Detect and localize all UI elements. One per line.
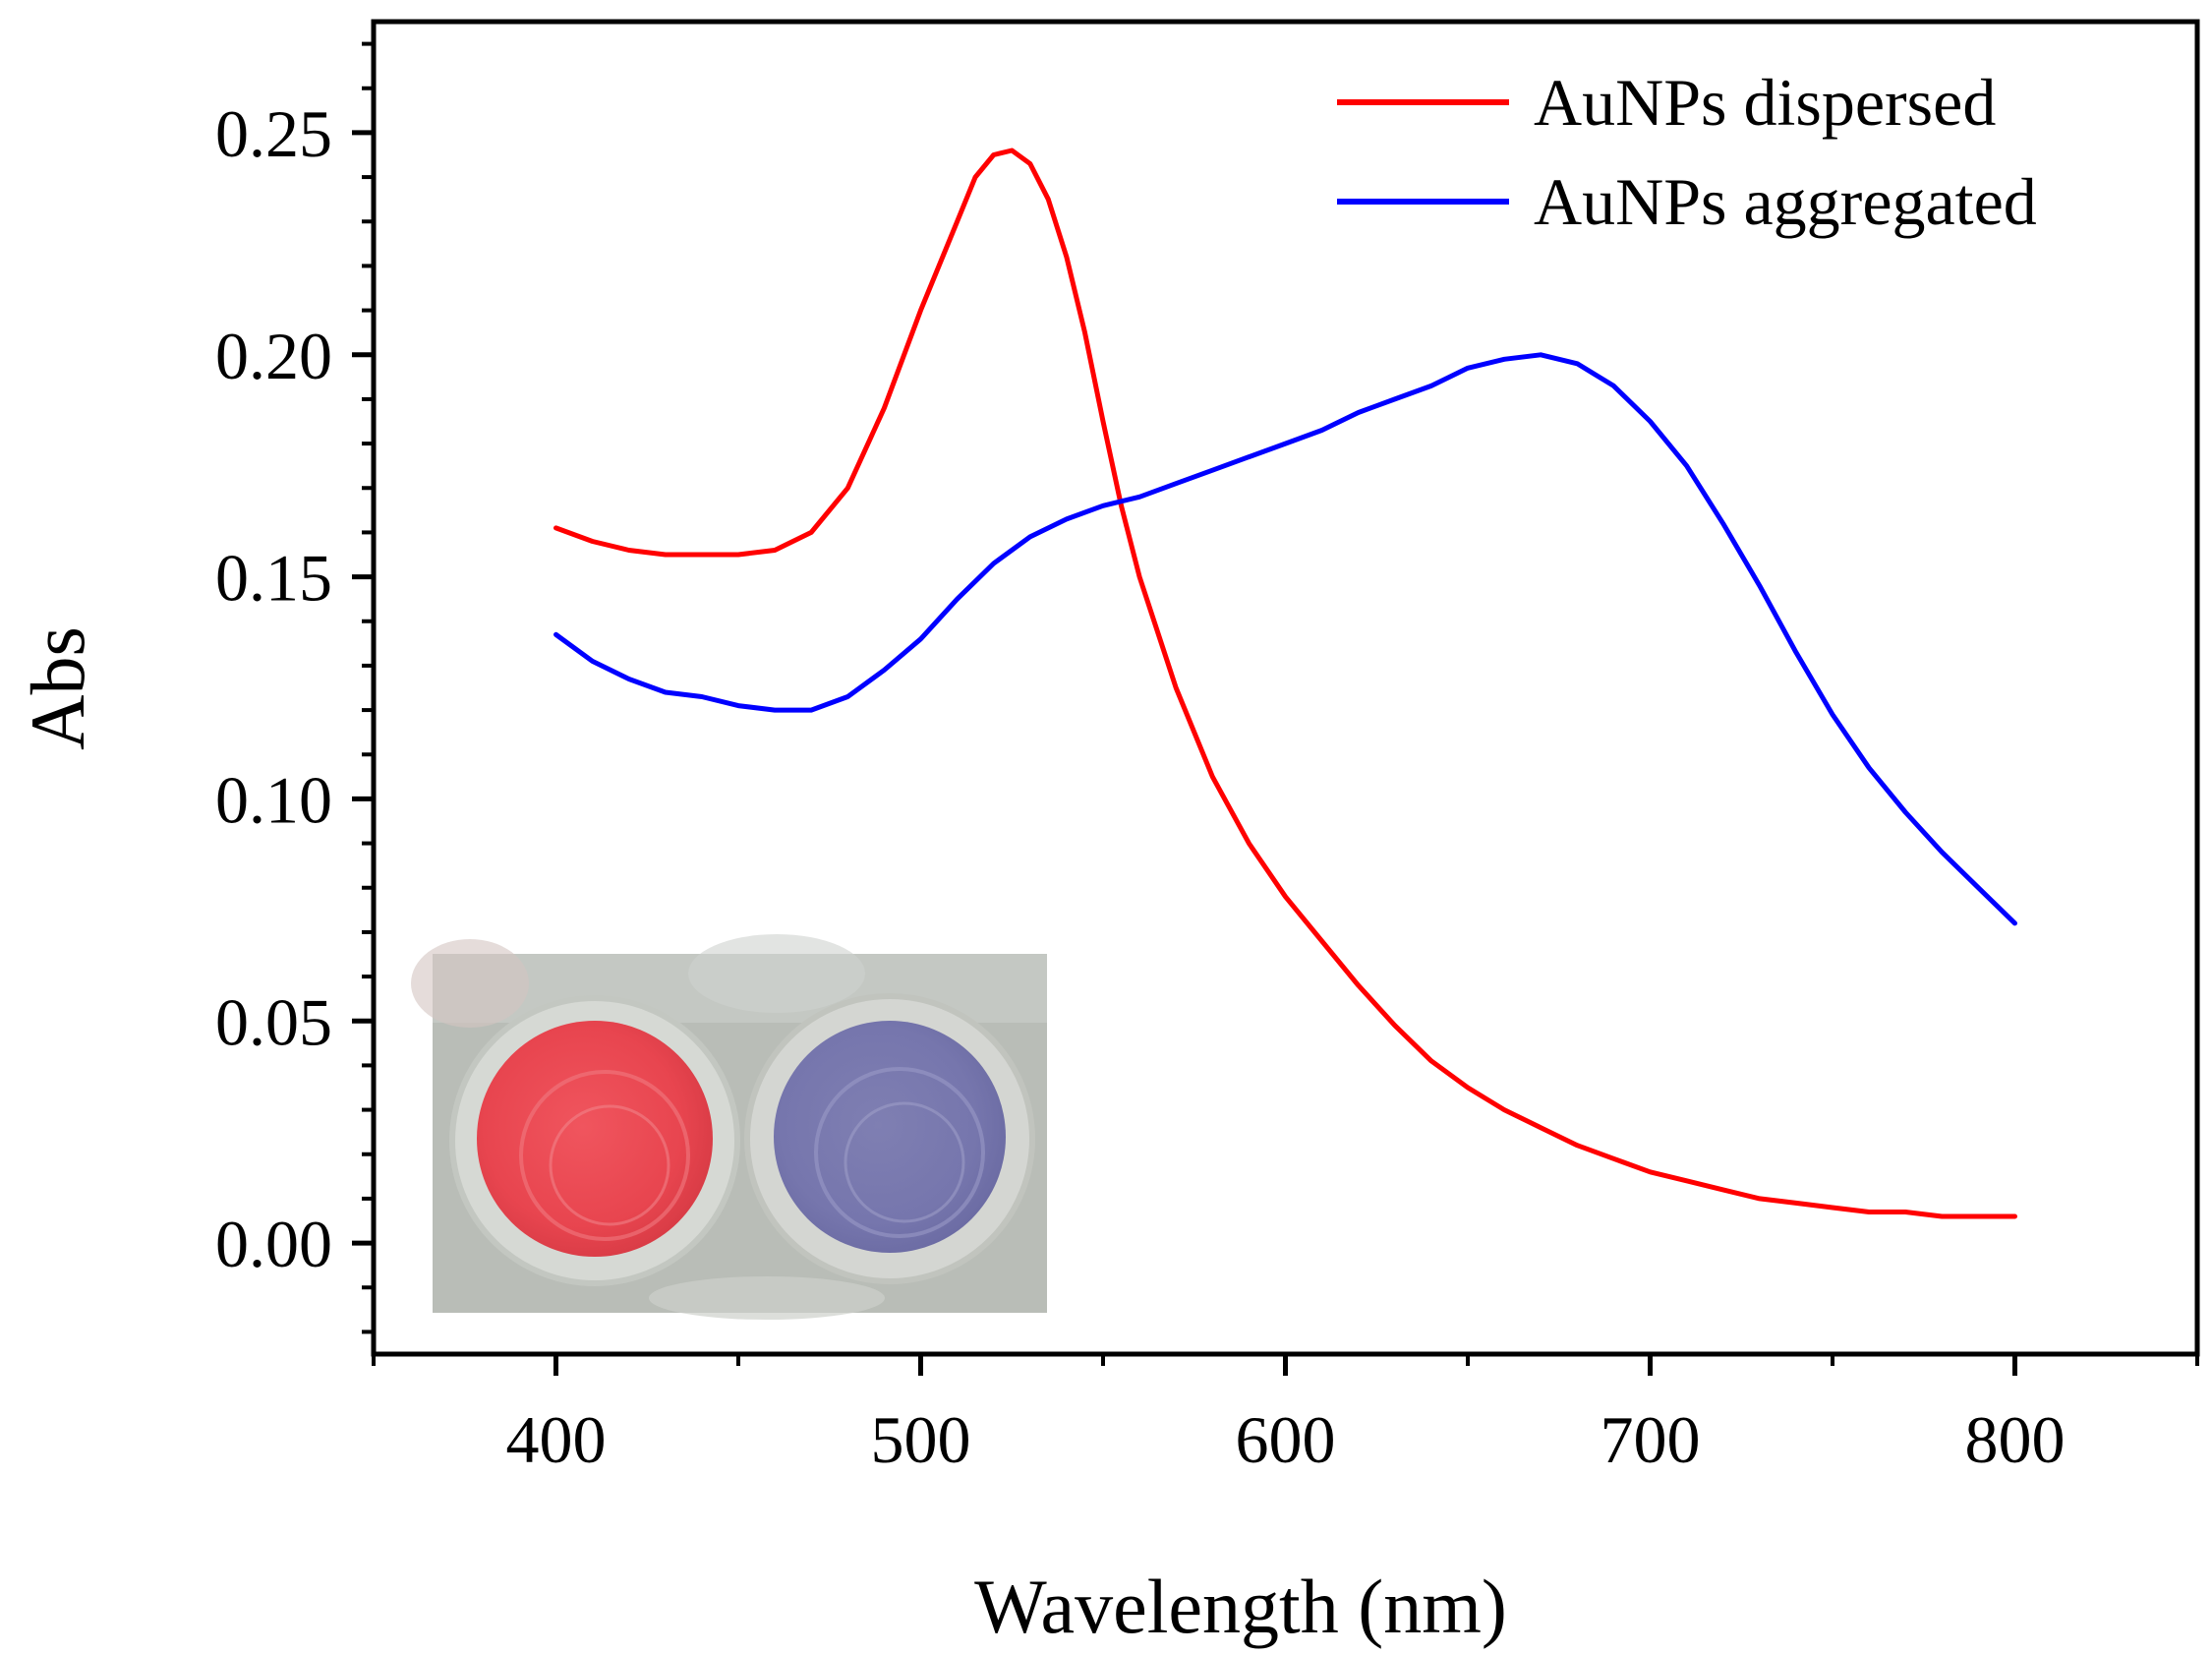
y-tick-label: 0.25 — [215, 96, 332, 171]
x-tick-label: 500 — [871, 1402, 971, 1477]
y-tick-label: 0.20 — [215, 319, 332, 393]
inset-photo — [411, 934, 1047, 1320]
series-line-aunps-dispersed — [553, 148, 2017, 1219]
y-tick-label: 0.05 — [215, 984, 332, 1059]
x-tick-label: 600 — [1236, 1402, 1336, 1477]
y-axis-ticks — [352, 41, 374, 1334]
y-tick-label: 0.15 — [215, 541, 332, 616]
x-axis-ticks — [372, 1354, 2199, 1376]
red-well-solution — [477, 1021, 713, 1257]
series-line-aunps-aggregated — [553, 352, 2017, 926]
red-well-ring — [519, 1070, 690, 1241]
x-axis-tick-labels: 400 500 600 700 800 — [506, 1402, 2066, 1477]
inset-background-well-left — [411, 939, 529, 1028]
blue-well-solution — [774, 1021, 1006, 1253]
blue-well-ring-inner — [844, 1101, 965, 1223]
y-axis-tick-labels: 0.00 0.05 0.10 0.15 0.20 0.25 — [215, 96, 332, 1281]
legend-label-aunps-dispersed: AuNPs dispersed — [1534, 65, 1996, 140]
inset-background-well-bottom — [649, 1276, 885, 1320]
x-tick-label: 400 — [506, 1402, 607, 1477]
y-tick-label: 0.00 — [215, 1207, 332, 1281]
red-well-ring-inner — [549, 1104, 670, 1226]
x-tick-label: 700 — [1601, 1402, 1701, 1477]
y-axis-title: Abs — [15, 626, 100, 750]
x-tick-label: 800 — [1965, 1402, 2066, 1477]
inset-background-well-top — [688, 934, 865, 1013]
blue-well-ring — [814, 1067, 985, 1238]
y-tick-label: 0.10 — [215, 762, 332, 837]
legend-label-aunps-aggregated: AuNPs aggregated — [1534, 164, 2037, 239]
legend: AuNPs dispersed AuNPs aggregated — [1337, 65, 2037, 239]
x-axis-title: Wavelength (nm) — [974, 1564, 1507, 1649]
